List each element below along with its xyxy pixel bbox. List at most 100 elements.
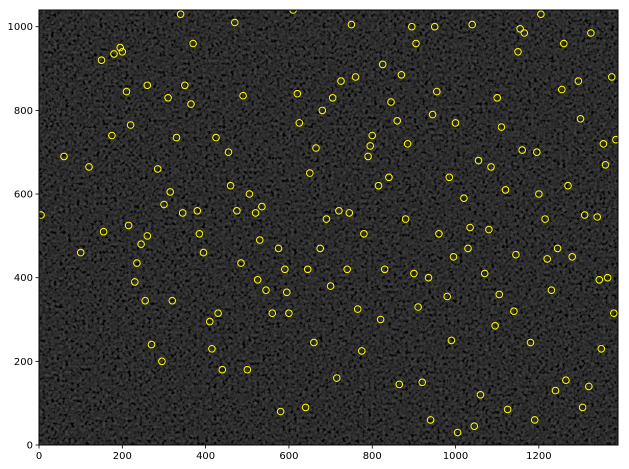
data-point: [453, 428, 462, 437]
data-point: [595, 276, 604, 284]
data-point: [485, 225, 493, 234]
data-point: [231, 18, 239, 27]
data-point: [464, 244, 472, 253]
data-point: [426, 416, 435, 424]
data-point: [451, 119, 460, 127]
data-point: [108, 131, 116, 140]
data-point: [268, 309, 277, 318]
image-texture: [39, 10, 618, 445]
data-point: [224, 148, 233, 156]
data-point: [137, 240, 145, 248]
x-axis: 0 200 400 600 800 1000 1200: [36, 445, 552, 462]
data-point: [553, 244, 562, 253]
x-tick-label: 1000: [443, 451, 468, 462]
data-point: [283, 288, 291, 297]
data-point: [387, 98, 395, 106]
data-point: [610, 309, 618, 318]
data-point: [603, 273, 612, 282]
data-point: [564, 181, 572, 190]
data-point: [310, 338, 318, 347]
data-point: [233, 207, 241, 215]
data-point: [487, 163, 495, 171]
data-point: [258, 202, 266, 211]
data-point: [218, 365, 227, 374]
y-tick-label: 0: [27, 441, 33, 452]
data-point: [303, 265, 312, 274]
data-point: [97, 56, 106, 65]
data-point: [118, 48, 127, 56]
data-point: [428, 110, 437, 119]
data-point: [187, 100, 195, 108]
data-point: [460, 194, 468, 202]
data-point: [497, 123, 506, 131]
data-point: [533, 148, 541, 156]
data-point: [337, 77, 345, 85]
data-point: [597, 345, 606, 353]
data-point: [316, 244, 325, 253]
data-point: [245, 190, 254, 198]
data-point: [328, 94, 337, 102]
data-point: [164, 94, 172, 102]
data-point: [395, 380, 404, 389]
data-point: [60, 152, 68, 161]
data-point: [318, 106, 327, 115]
data-point: [468, 20, 477, 29]
data-point: [433, 87, 441, 96]
data-point: [353, 305, 362, 313]
data-point: [189, 39, 197, 48]
data-point: [445, 173, 454, 182]
data-point: [374, 181, 383, 190]
y-tick-label: 200: [14, 357, 33, 368]
data-point: [568, 252, 577, 261]
data-point: [208, 345, 216, 353]
data-point: [110, 50, 118, 58]
data-point: [39, 211, 45, 219]
data-point: [443, 292, 452, 301]
data-point: [281, 265, 289, 274]
scatter-markers: [39, 10, 618, 437]
data-point: [430, 22, 439, 31]
data-point: [143, 232, 152, 240]
data-point: [408, 22, 416, 31]
data-point: [133, 259, 141, 267]
plot-area: [38, 9, 619, 446]
data-point: [547, 286, 556, 295]
data-point: [351, 73, 360, 81]
data-point: [358, 347, 366, 355]
y-tick-label: 600: [14, 190, 33, 201]
data-point: [193, 207, 202, 215]
data-point: [376, 315, 385, 324]
data-point: [176, 10, 185, 18]
data-point: [122, 87, 131, 96]
data-point: [168, 296, 177, 305]
data-point: [526, 338, 535, 347]
data-point: [493, 94, 502, 102]
data-point: [516, 25, 524, 33]
data-point: [256, 236, 264, 244]
data-point: [243, 365, 252, 374]
data-point: [530, 416, 539, 424]
data-point: [306, 169, 314, 177]
data-point: [158, 357, 166, 366]
data-point: [385, 173, 393, 182]
x-tick-label: 800: [363, 451, 382, 462]
data-point: [99, 227, 108, 236]
data-point: [585, 382, 593, 391]
data-point: [312, 144, 320, 152]
data-point: [166, 188, 174, 196]
x-tick-label: 0: [36, 451, 42, 462]
data-point: [558, 85, 566, 94]
data-point: [601, 161, 610, 169]
data-point: [403, 140, 412, 148]
data-point: [580, 211, 589, 219]
data-point: [172, 133, 181, 142]
x-tick-label: 200: [113, 451, 132, 462]
data-point: [85, 163, 93, 171]
data-point: [495, 290, 504, 299]
data-point: [364, 152, 372, 161]
data-point: [608, 73, 616, 81]
data-point: [541, 215, 549, 223]
data-point: [466, 223, 474, 232]
data-point: [160, 200, 168, 209]
